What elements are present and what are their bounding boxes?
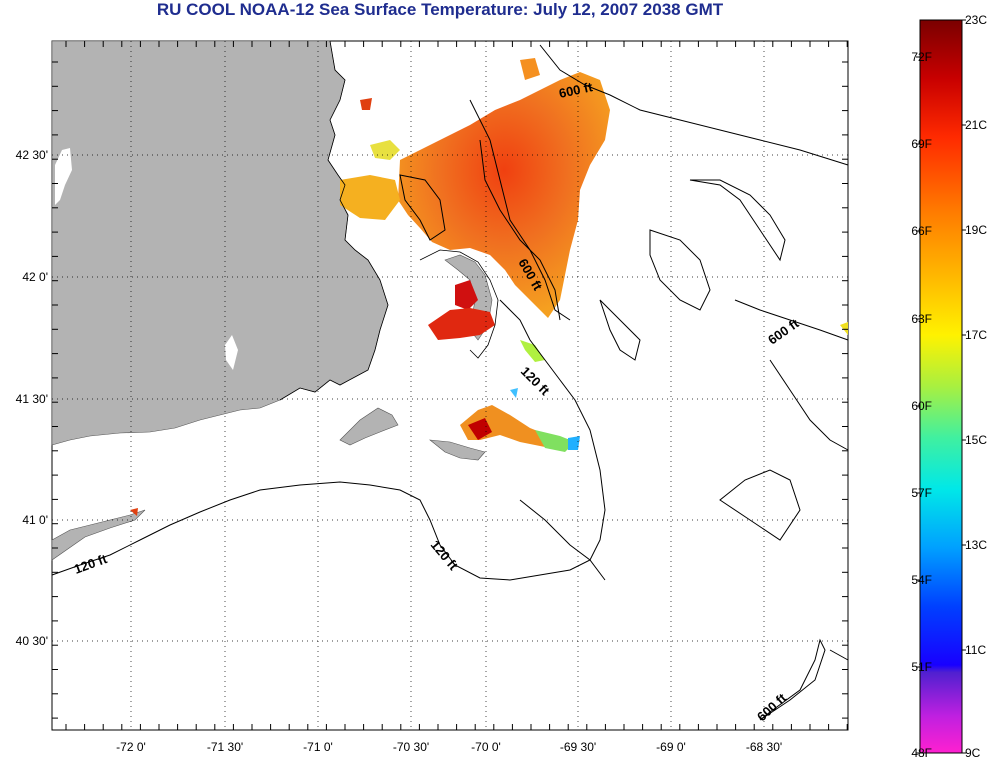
- lon-tick-label: -71 30': [206, 740, 244, 754]
- lat-tick-label: 41 30': [15, 392, 48, 406]
- colorbar-ticks: [916, 19, 966, 754]
- lon-tick-label: -70 30': [392, 740, 430, 754]
- colorbar-f-label: 54F: [911, 573, 932, 587]
- lon-tick-label: -68 30': [745, 740, 783, 754]
- lat-tick-label: 40 30': [15, 634, 48, 648]
- lon-tick-label: -71 0': [303, 740, 333, 754]
- colorbar-c-label: 13C: [965, 538, 988, 552]
- lon-tick-label: -72 0': [116, 740, 146, 754]
- lat-tick-label: 41 0': [22, 513, 48, 527]
- colorbar-f-label: 63F: [911, 312, 932, 326]
- lat-tick-label: 42 0': [22, 270, 48, 284]
- land: [51, 40, 493, 561]
- lat-tick-label: 42 30': [15, 148, 48, 162]
- colorbar-c-label: 19C: [965, 223, 988, 237]
- colorbar-f-label: 66F: [911, 224, 932, 238]
- frame-ticks: [52, 41, 848, 730]
- colorbar-f-label: 48F: [911, 746, 932, 760]
- bathymetry-contours: [51, 44, 849, 721]
- lon-tick-label: -69 30': [559, 740, 597, 754]
- lon-tick-label: -69 0': [656, 740, 686, 754]
- contour-label: 600 ft: [558, 79, 595, 101]
- colorbar-c-label: 17C: [965, 328, 988, 342]
- colorbar-c-label: 21C: [965, 118, 988, 132]
- lon-tick-label: -70 0': [471, 740, 501, 754]
- colorbar-c-label: 11C: [965, 643, 987, 657]
- colorbar-c-label: 9C: [965, 746, 981, 760]
- colorbar-f-label: 60F: [911, 399, 932, 413]
- colorbar-f-label: 51F: [911, 660, 932, 674]
- colorbar-c-label: 15C: [965, 433, 988, 447]
- colorbar: [919, 19, 963, 754]
- map-title: RU COOL NOAA-12 Sea Surface Temperature:…: [156, 0, 724, 19]
- colorbar-f-label: 69F: [911, 137, 932, 151]
- colorbar-f-label: 72F: [911, 50, 932, 64]
- colorbar-c-label: 23C: [965, 13, 988, 27]
- colorbar-f-label: 57F: [911, 486, 932, 500]
- coastline: [279, 40, 499, 401]
